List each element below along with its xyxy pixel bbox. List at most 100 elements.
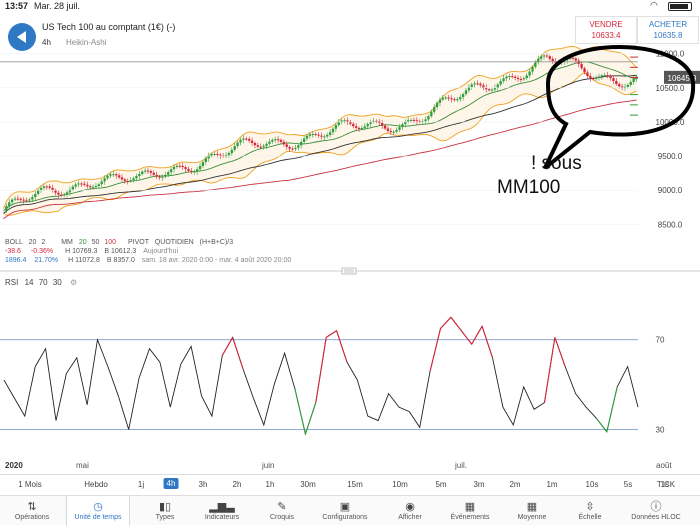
candle-body — [435, 102, 439, 108]
rsi-overbought-segment — [221, 337, 234, 356]
pane-resize-handle[interactable] — [341, 267, 357, 275]
toolbar-item-3[interactable]: ▂▆▃ Indicateurs — [190, 496, 254, 526]
candle-body — [380, 122, 384, 126]
pivot-name[interactable]: PIVOT — [127, 239, 149, 246]
toolbar-item-0[interactable]: ⇅ Opérations — [0, 496, 64, 526]
toolbar-item-4[interactable]: ✎ Croquis — [250, 496, 314, 526]
timeframe-10s[interactable]: 10s — [585, 480, 599, 489]
candle-body — [456, 99, 459, 101]
settings-icon[interactable]: ⚙ — [70, 278, 78, 287]
timeframe-1j[interactable]: 1j — [137, 480, 145, 489]
candle-body — [389, 130, 392, 133]
rsi-chart[interactable] — [0, 316, 639, 436]
rsi-overbought-segment — [471, 325, 483, 345]
candle-body — [612, 78, 615, 82]
toolbar-label: Configurations — [322, 514, 368, 521]
timeframe-15m[interactable]: 15m — [347, 480, 363, 489]
toolbar-label: Afficher — [398, 514, 422, 521]
candle-body — [343, 120, 346, 122]
candle-body — [482, 85, 485, 88]
toolbar-item-1[interactable]: ◷ Unité de temps — [66, 496, 130, 526]
candle-body — [600, 75, 604, 77]
timeframe-2h[interactable]: 2h — [232, 480, 242, 489]
buy-button[interactable]: ACHETER 10635.8 — [637, 16, 699, 44]
candle-body — [83, 183, 86, 185]
chart-style-label: Heikin-Ashi — [66, 38, 107, 47]
low-period: B 8357.0 — [106, 257, 135, 264]
candle-body — [268, 141, 271, 144]
toolbar-item-6[interactable]: ◉ Afficher — [378, 496, 442, 526]
rsi-overbought-segment — [325, 330, 337, 338]
candle-body — [245, 138, 248, 140]
candle-body — [551, 58, 554, 62]
toolbar-item-5[interactable]: ▣ Configurations — [313, 496, 377, 526]
sell-button[interactable]: VENDRE 10633.4 — [575, 16, 637, 44]
timeframe-1h[interactable]: 1h — [265, 480, 275, 489]
timeframe-30m[interactable]: 30m — [300, 480, 316, 489]
candle-body — [198, 165, 202, 170]
candle-body — [334, 125, 338, 129]
indicator-legend[interactable]: BOLL 20 2 MM 20 50 100 PIVOT QUOTIDIEN (… — [0, 238, 320, 265]
toolbar-item-9[interactable]: ⇳ Échelle — [558, 496, 622, 526]
candle-body — [39, 187, 43, 191]
toolbar-item-10[interactable]: ⓘ Données HLOC — [624, 496, 688, 526]
rsi-oversold-segment — [595, 417, 608, 433]
timeframe-10m[interactable]: 10m — [392, 480, 408, 489]
timeframe-tick[interactable]: TICK — [656, 480, 676, 489]
mm-p2: 50 — [91, 239, 100, 246]
candle-body — [548, 56, 551, 59]
timeframe-3h[interactable]: 3h — [198, 480, 208, 489]
candle-body — [207, 155, 210, 159]
candle-body — [438, 99, 442, 103]
timeframe-3m[interactable]: 3m — [473, 480, 485, 489]
buy-price: 10635.8 — [653, 31, 683, 40]
toolbar-item-2[interactable]: ▮▯ Types — [133, 496, 197, 526]
timeframe-5s[interactable]: 5s — [623, 480, 633, 489]
boll-name[interactable]: BOLL — [5, 239, 23, 246]
period-abs: 1896.4 — [5, 257, 27, 264]
chart-area[interactable]: 11000.010500.010000.09500.09000.08500.01… — [0, 40, 700, 465]
timeframe-bar[interactable]: 1 Mois Hebdo 1j 4h 3h 2h 1h 30m 15m 10m 5m 3m 2m 1m 10… — [0, 474, 700, 494]
price-chart[interactable] — [2, 45, 638, 220]
candle-body — [233, 146, 236, 150]
candle-body — [366, 123, 369, 127]
low-today: B 10612.3 — [104, 248, 137, 255]
toolbar-item-7[interactable]: ▦ Événements — [438, 496, 502, 526]
rsi-oversold-segment — [304, 402, 317, 435]
timeframe-hebdo[interactable]: Hebdo — [84, 480, 108, 489]
candle-body — [123, 179, 127, 181]
candle-body — [256, 145, 260, 147]
timeframe-2m[interactable]: 2m — [509, 480, 521, 489]
timeframe-1-mois[interactable]: 1 Mois — [18, 480, 42, 489]
candle-body — [412, 119, 416, 121]
wifi-icon: ◠ — [650, 0, 658, 10]
layout-icon: ▣ — [339, 501, 351, 513]
toolbar-label: Indicateurs — [204, 514, 240, 521]
rsi-legend[interactable]: RSI 14 70 30 ⚙ — [5, 278, 77, 287]
mm-name[interactable]: MM — [61, 239, 73, 246]
period-pct: 21.70% — [34, 257, 59, 264]
bollinger-upper — [2, 45, 637, 209]
candle-body — [459, 97, 462, 100]
timeframe-5m[interactable]: 5m — [435, 480, 447, 489]
timeframe-1m[interactable]: 1m — [546, 480, 558, 489]
candle-body — [346, 120, 349, 122]
candle-body — [5, 206, 8, 211]
candle-body — [141, 171, 144, 175]
bottom-toolbar[interactable]: ⇅ Opérations ◷ Unité de temps ▮▯ Types ▂▆▃ Indi… — [0, 495, 700, 526]
candle-body — [213, 153, 216, 155]
eye-icon: ◉ — [405, 501, 415, 513]
price-tick-label: 8500.0 — [658, 220, 683, 229]
calendar-grid-icon: ▦ — [526, 501, 538, 513]
candle-body — [204, 158, 207, 163]
toolbar-item-8[interactable]: ▦ Moyenne — [500, 496, 564, 526]
back-button[interactable] — [8, 23, 36, 51]
rsi-overbought-segment — [450, 316, 462, 332]
timeframe-4h[interactable]: 4h — [163, 478, 179, 489]
timeframe-1s[interactable]: 1s — [660, 480, 670, 489]
candle-body — [609, 75, 612, 79]
candle-body — [16, 198, 20, 200]
candle-body — [583, 68, 586, 73]
candle-body — [571, 57, 575, 59]
rsi-oversold-segment — [294, 388, 306, 435]
